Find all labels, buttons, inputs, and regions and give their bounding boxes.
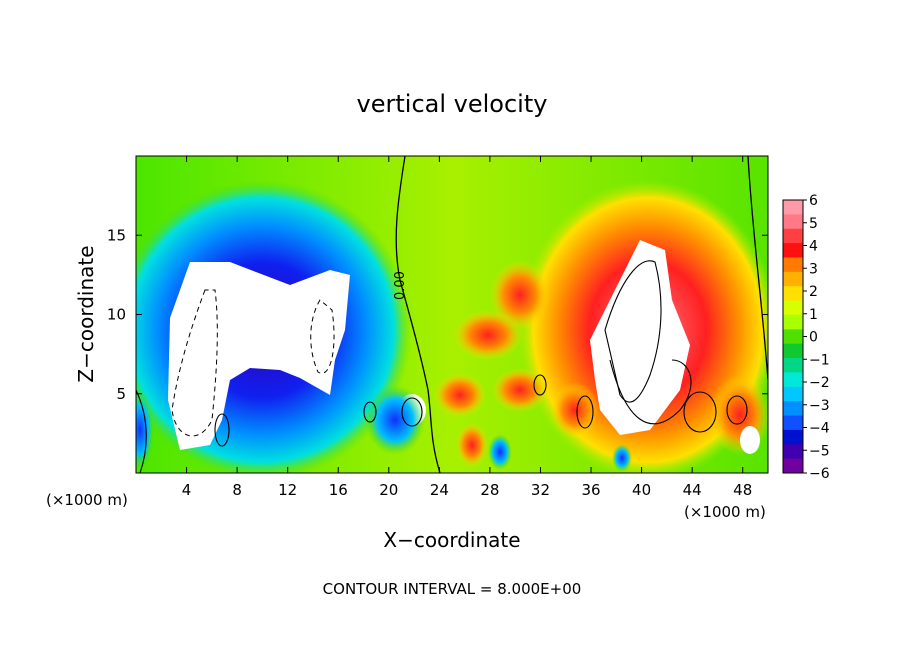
colorbar-tick-label: 1 <box>809 307 818 323</box>
x-tick-label: 44 <box>683 481 702 499</box>
colorbar-swatch <box>783 458 803 474</box>
colorbar-swatch <box>783 415 803 431</box>
colorbar-swatch <box>783 386 803 402</box>
colorbar-tick-label: 3 <box>809 261 818 277</box>
colorbar-swatch <box>783 401 803 417</box>
velocity-field <box>136 156 768 473</box>
x-tick-label: 32 <box>531 481 550 499</box>
colorbar-tick-label: 5 <box>809 216 818 232</box>
x-axis: 4 8 12 16 20 24 28 32 36 40 44 48 <box>182 156 752 499</box>
colorbar-tick-label: 4 <box>809 239 818 255</box>
y-tick-label: 15 <box>107 226 126 244</box>
x-unit-left: (×1000 m) <box>46 491 128 509</box>
colorbar-swatch <box>783 444 803 460</box>
colorbar-swatch <box>783 214 803 230</box>
colorbar-swatch <box>783 228 803 244</box>
colorbar-swatch <box>783 429 803 445</box>
colorbar-swatch <box>783 329 803 345</box>
x-tick-label: 4 <box>182 481 192 499</box>
y-tick-label: 5 <box>116 385 126 403</box>
colorbar-tick-label: −4 <box>809 421 830 437</box>
colorbar-tick-label: 6 <box>809 193 818 209</box>
colorbar-tick-label: −5 <box>809 443 830 459</box>
colorbar-swatch <box>783 257 803 273</box>
colorbar-swatch <box>783 358 803 373</box>
colorbar-tick-label: −2 <box>809 375 830 391</box>
x-tick-label: 48 <box>733 481 752 499</box>
y-axis-label: Z−coordinate <box>74 245 98 382</box>
y-axis: 5 10 15 <box>107 226 768 403</box>
x-unit-right: (×1000 m) <box>684 503 766 521</box>
colorbar-tick-label: 0 <box>809 330 818 346</box>
x-tick-label: 28 <box>480 481 499 499</box>
x-tick-label: 16 <box>329 481 348 499</box>
colorbar-swatch <box>783 243 803 258</box>
colorbar-swatch <box>783 314 803 330</box>
colorbar-swatch <box>783 343 803 359</box>
x-tick-label: 20 <box>379 481 398 499</box>
x-tick-label: 8 <box>232 481 242 499</box>
chart-title: vertical velocity <box>357 90 548 118</box>
x-tick-label: 24 <box>430 481 449 499</box>
colorbar-swatch <box>783 271 803 287</box>
x-axis-label: X−coordinate <box>383 528 520 552</box>
colorbar-tick-label: −6 <box>809 466 830 482</box>
colorbar-tick-label: −1 <box>809 352 830 368</box>
colorbar-swatch <box>783 372 803 388</box>
contour-label: 0.00 <box>393 271 408 300</box>
colorbar: 6 5 4 3 2 1 0 −1 −2 −3 −4 −5 −6 <box>782 193 830 482</box>
colorbar-swatch <box>783 200 803 215</box>
colorbar-swatch <box>783 286 803 302</box>
colorbar-tick-label: 2 <box>809 284 818 300</box>
x-tick-label: 40 <box>632 481 651 499</box>
x-tick-label: 12 <box>278 481 297 499</box>
colorbar-swatch <box>783 300 803 316</box>
y-tick-label: 10 <box>107 306 126 324</box>
footer-text: CONTOUR INTERVAL = 8.000E+00 <box>323 580 582 598</box>
colorbar-tick-label: −3 <box>809 398 830 414</box>
x-tick-label: 36 <box>581 481 600 499</box>
